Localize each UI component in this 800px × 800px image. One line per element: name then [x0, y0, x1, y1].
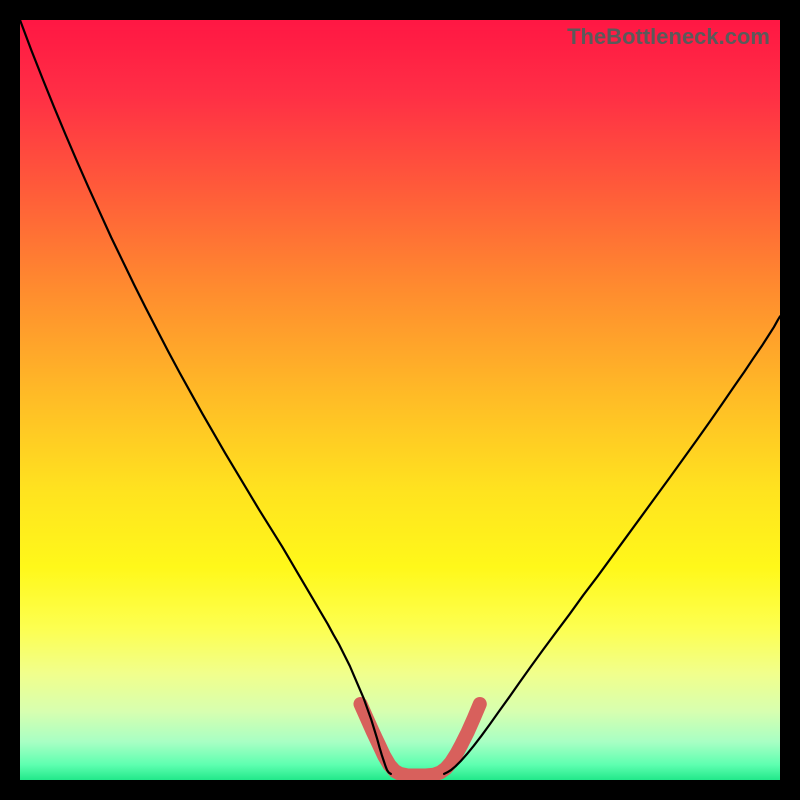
watermark-text: TheBottleneck.com [567, 24, 770, 50]
gradient-background [20, 20, 780, 780]
bottleneck-curve-chart [20, 20, 780, 780]
plot-area: TheBottleneck.com [20, 20, 780, 780]
chart-container: TheBottleneck.com [0, 0, 800, 800]
